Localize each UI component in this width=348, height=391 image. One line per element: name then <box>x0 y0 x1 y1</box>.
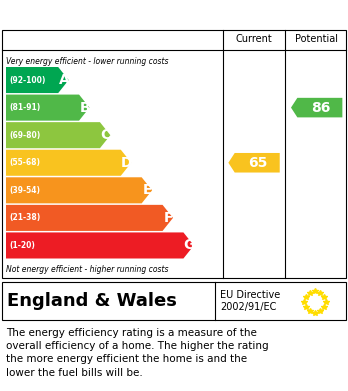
Text: The energy efficiency rating is a measure of the
overall efficiency of a home. T: The energy efficiency rating is a measur… <box>6 328 269 378</box>
Text: EU Directive
2002/91/EC: EU Directive 2002/91/EC <box>220 290 280 312</box>
Text: 86: 86 <box>311 100 331 115</box>
Text: (1-20): (1-20) <box>9 241 35 250</box>
Text: Very energy efficient - lower running costs: Very energy efficient - lower running co… <box>6 57 168 66</box>
Text: Energy Efficiency Rating: Energy Efficiency Rating <box>60 5 288 23</box>
Text: (69-80): (69-80) <box>9 131 40 140</box>
Polygon shape <box>6 122 110 148</box>
Text: F: F <box>164 211 173 225</box>
Polygon shape <box>228 153 280 172</box>
Text: Current: Current <box>236 34 272 44</box>
Text: (92-100): (92-100) <box>9 75 45 84</box>
Text: 65: 65 <box>248 156 268 170</box>
Text: C: C <box>101 128 111 142</box>
Polygon shape <box>6 205 173 231</box>
Polygon shape <box>291 98 342 117</box>
Text: G: G <box>183 239 195 253</box>
Polygon shape <box>6 232 194 258</box>
Polygon shape <box>6 95 89 121</box>
Text: D: D <box>121 156 132 170</box>
Text: A: A <box>58 73 69 87</box>
Text: Not energy efficient - higher running costs: Not energy efficient - higher running co… <box>6 265 168 274</box>
Text: (39-54): (39-54) <box>9 186 40 195</box>
Text: (55-68): (55-68) <box>9 158 40 167</box>
Polygon shape <box>6 67 69 93</box>
Text: (81-91): (81-91) <box>9 103 40 112</box>
Text: Potential: Potential <box>295 34 338 44</box>
Polygon shape <box>6 150 131 176</box>
Text: E: E <box>143 183 152 197</box>
Text: (21-38): (21-38) <box>9 213 40 222</box>
Polygon shape <box>6 177 152 203</box>
Text: B: B <box>79 100 90 115</box>
Text: England & Wales: England & Wales <box>7 292 177 310</box>
